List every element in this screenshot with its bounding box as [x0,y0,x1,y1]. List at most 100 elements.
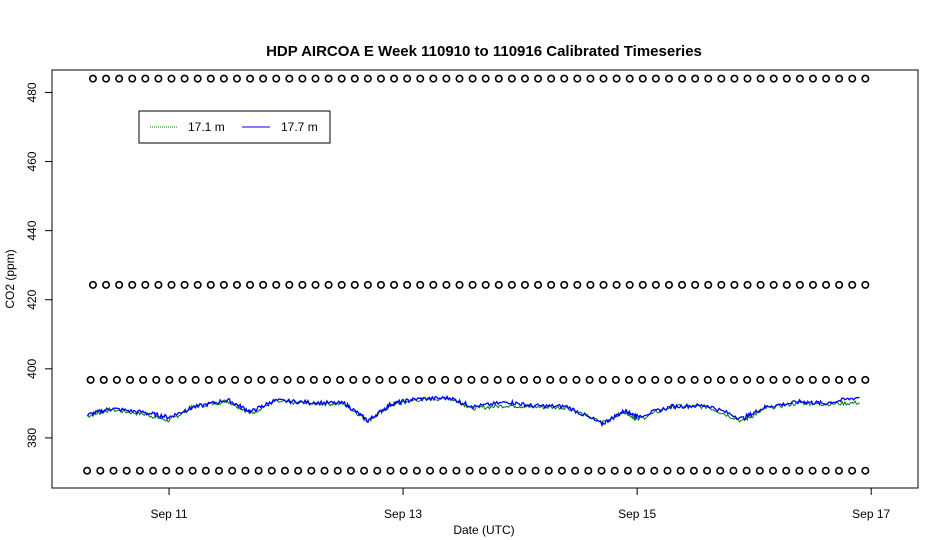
calibration-point [782,74,791,83]
plot-area [83,74,870,475]
calibration-point [769,375,778,384]
calibration-point [546,375,555,384]
calibration-point [115,280,124,289]
calibration-point [729,466,738,475]
calibration-point [586,74,595,83]
calibration-point [219,280,228,289]
calibration-point [678,74,687,83]
calibration-point [520,280,529,289]
calibration-point [676,466,685,475]
calibration-point [651,280,660,289]
calibration-point [599,280,608,289]
calibration-point [149,466,158,475]
calibration-point [769,280,778,289]
calibration-point [412,466,421,475]
calibration-point [468,280,477,289]
calibration-point [257,375,266,384]
x-axis-label: Date (UTC) [453,523,514,537]
calibration-point [232,280,241,289]
x-tick-label: Sep 13 [384,507,422,521]
calibration-point [782,375,791,384]
calibration-point [232,74,241,83]
calibration-point [280,466,289,475]
calibration-point [180,280,189,289]
calibration-point [188,466,197,475]
calibration-point [663,466,672,475]
calibration-point [333,466,342,475]
calibration-point [717,280,726,289]
calibration-point [298,280,307,289]
calibration-point [638,280,647,289]
calibration-point [650,466,659,475]
calibration-point [426,466,435,475]
calibration-point [349,375,358,384]
calibration-point [175,466,184,475]
calibration-point [861,74,870,83]
calibration-point [716,466,725,475]
calibration-point [215,466,224,475]
y-axis-label: CO2 (ppm) [3,249,17,308]
calibration-point [99,375,108,384]
calibration-point [625,74,634,83]
calibration-point [531,466,540,475]
calibration-point [204,375,213,384]
calibration-point [848,74,857,83]
calibration-point [691,74,700,83]
calibration-point [135,466,144,475]
calibration-point [756,74,765,83]
calibration-point [835,375,844,384]
calibration-point [584,466,593,475]
calibration-point [821,375,830,384]
calibration-point [704,74,713,83]
calibration-point [442,280,451,289]
calibration-point [534,280,543,289]
calibration-point [401,375,410,384]
legend-label-1: 17.1 m [188,120,225,134]
calibration-point [703,466,712,475]
calibration-point [638,375,647,384]
calibration-point [390,74,399,83]
y-tick-label: 420 [25,289,39,309]
y-tick-label: 440 [25,220,39,240]
calibration-point [285,280,294,289]
calibration-point [651,74,660,83]
calibration-point [597,466,606,475]
calibration-point [782,280,791,289]
calibration-point [363,74,372,83]
calibration-point [126,375,135,384]
calibration-point [769,466,778,475]
calibration-point [808,375,817,384]
calibration-point [88,280,97,289]
calibration-point [102,280,111,289]
calibration-point [468,74,477,83]
calibration-point [86,375,95,384]
calibration-point [730,375,739,384]
calibration-point [507,74,516,83]
calibration-point [547,74,556,83]
calibration-point [795,466,804,475]
calibration-point [96,466,105,475]
calibration-point [241,466,250,475]
calibration-point [559,375,568,384]
calibration-point [428,375,437,384]
calibration-point [350,280,359,289]
calibration-point [141,280,150,289]
calibration-point [231,375,240,384]
calibration-point [493,375,502,384]
calibration-point [452,466,461,475]
calibration-point [730,280,739,289]
calibration-point [520,74,529,83]
calibration-point [782,466,791,475]
calibration-point [283,375,292,384]
calibration-point [519,375,528,384]
calibration-point [743,375,752,384]
calibration-point [109,466,118,475]
calibration-point [83,466,92,475]
calibration-point [755,466,764,475]
x-axis: Sep 11 Sep 13 Sep 15 Sep 17 [150,488,891,521]
y-tick-label: 380 [25,428,39,448]
calibration-point [259,74,268,83]
calibration-point [416,280,425,289]
calibration-point [180,74,189,83]
calibration-point [442,74,451,83]
